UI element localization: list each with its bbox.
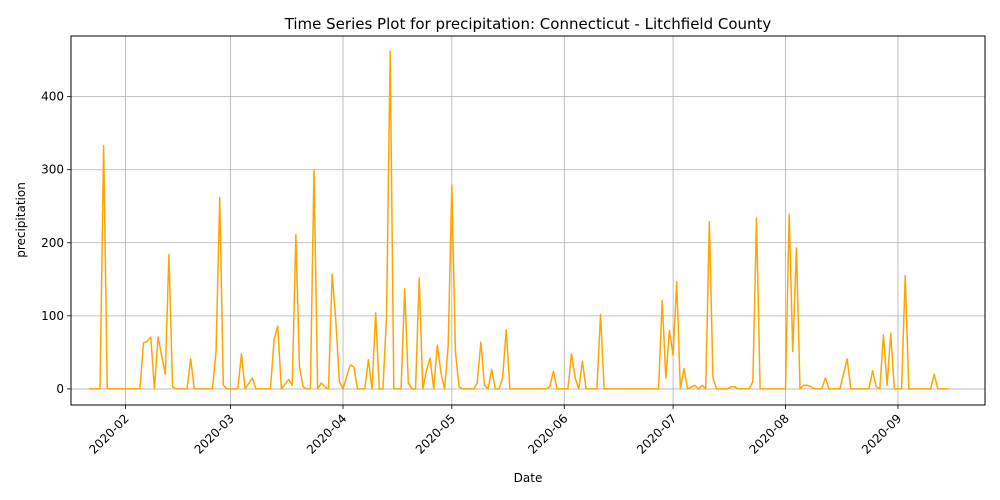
y-axis-label: precipitation bbox=[14, 182, 28, 258]
series-layer bbox=[89, 50, 949, 390]
plot-frame bbox=[70, 35, 986, 406]
y-tick-label: 200 bbox=[41, 236, 64, 250]
x-axis-label: Date bbox=[514, 471, 543, 485]
y-tick-label: 0 bbox=[56, 382, 64, 396]
precipitation-line bbox=[89, 50, 949, 390]
y-tick-label: 100 bbox=[41, 309, 64, 323]
y-tick-label: 400 bbox=[41, 90, 64, 104]
y-tick-label: 300 bbox=[41, 163, 64, 177]
chart-title: Time Series Plot for precipitation: Conn… bbox=[284, 15, 772, 33]
